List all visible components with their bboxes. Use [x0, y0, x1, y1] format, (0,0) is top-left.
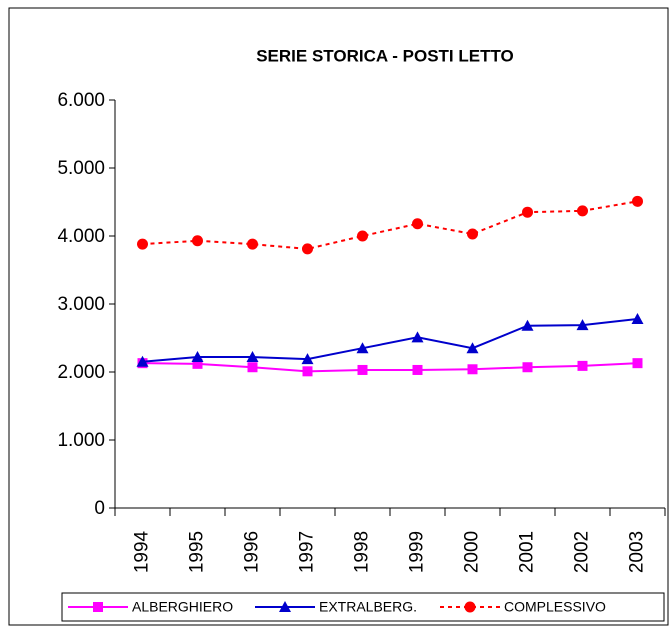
data-point	[467, 228, 478, 240]
legend-label: EXTRALBERG.	[319, 599, 417, 615]
legend-marker	[464, 601, 476, 613]
data-point	[411, 331, 424, 343]
legend-label: COMPLESSIVO	[504, 599, 606, 615]
legend-marker	[93, 602, 103, 612]
legend-marker	[279, 601, 291, 612]
data-point	[522, 362, 533, 373]
data-point	[246, 351, 259, 363]
data-point	[577, 360, 588, 371]
chart-title: SERIE STORICA - POSTI LETTO	[256, 46, 514, 65]
x-tick-label: 1994	[132, 530, 153, 573]
series-line	[142, 200, 638, 250]
data-point	[191, 351, 204, 363]
data-point	[247, 238, 258, 250]
y-tick-label: 4.000	[57, 226, 105, 247]
series-line	[142, 362, 638, 373]
data-point	[357, 364, 368, 375]
data-point	[632, 195, 643, 207]
data-point	[247, 362, 258, 373]
data-point	[301, 353, 314, 365]
legend-box	[61, 592, 665, 622]
series-line	[142, 317, 638, 363]
y-tick-label: 6.000	[57, 90, 105, 111]
x-tick-label: 2000	[462, 531, 483, 573]
x-tick-label: 1996	[242, 531, 263, 573]
chart-border	[8, 7, 669, 626]
data-point	[576, 319, 589, 331]
y-tick-label: 2.000	[57, 362, 105, 383]
x-tick-label: 2001	[517, 531, 538, 573]
data-point	[412, 364, 423, 375]
y-tick-label: 5.000	[57, 158, 105, 179]
legend-label: ALBERGHIERO	[132, 599, 233, 615]
data-point	[577, 205, 588, 217]
x-tick-label: 1999	[407, 531, 428, 573]
x-tick-label: 1998	[352, 531, 373, 573]
data-point	[192, 235, 203, 247]
data-point	[357, 230, 368, 242]
data-point	[302, 243, 313, 255]
data-point	[632, 358, 643, 369]
y-tick-label: 0	[94, 498, 105, 519]
data-point	[137, 238, 148, 250]
x-tick-label: 1997	[297, 531, 318, 573]
data-point	[522, 206, 533, 218]
data-point	[302, 366, 313, 377]
data-point	[136, 355, 149, 367]
data-point	[412, 218, 423, 230]
data-point	[356, 342, 369, 354]
data-point	[631, 312, 644, 324]
data-point	[192, 358, 203, 369]
x-tick-label: 2002	[572, 531, 593, 573]
x-tick-label: 1995	[187, 531, 208, 573]
data-point	[466, 342, 479, 354]
y-tick-label: 1.000	[57, 430, 105, 451]
data-point	[467, 364, 478, 375]
y-tick-label: 3.000	[57, 294, 105, 315]
data-point	[521, 319, 534, 331]
x-tick-label: 2003	[627, 531, 648, 573]
